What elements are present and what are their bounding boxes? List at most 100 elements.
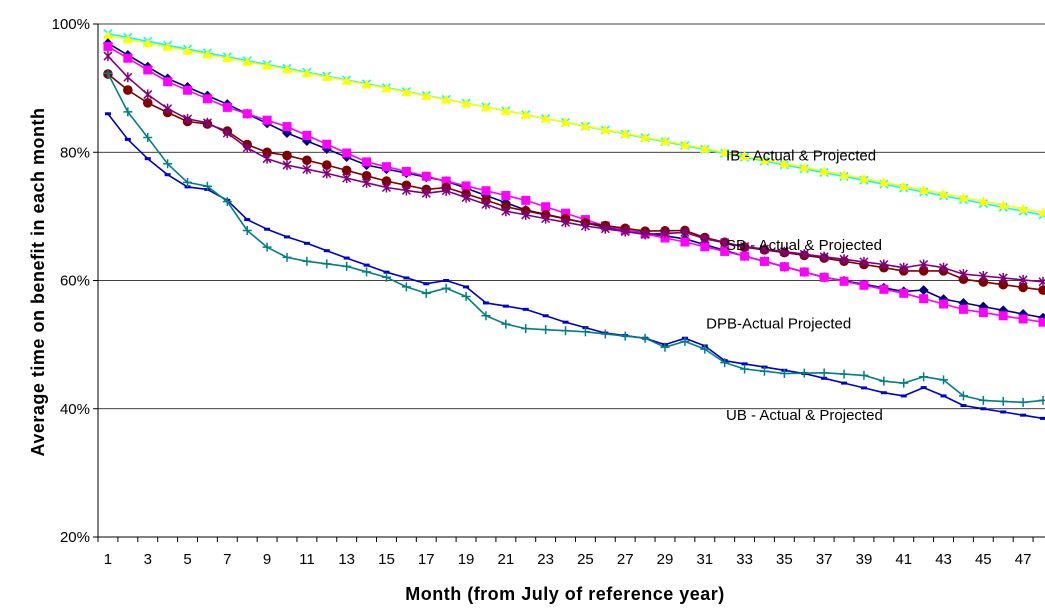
series-5-point-44	[958, 269, 968, 280]
series-7-point-41	[899, 378, 909, 388]
series-1-point-29	[660, 135, 671, 145]
series-6-point-43	[940, 394, 947, 398]
x-tick-label-16: 33	[736, 551, 753, 568]
series-7-point-4	[163, 159, 173, 169]
series-1-point-20	[480, 102, 491, 112]
series-4-point-46	[998, 279, 1009, 290]
series-7-point-22	[521, 324, 531, 334]
series-3-point-45	[978, 308, 988, 318]
series-6-point-46	[1000, 410, 1007, 414]
series-6-point-2	[124, 137, 131, 141]
series-layer	[102, 29, 1045, 420]
series-4-point-48	[1038, 285, 1045, 295]
series-6-point-11	[303, 241, 310, 245]
series-5-point-14	[362, 177, 372, 188]
series-7-point-36	[799, 368, 809, 378]
series-4-point-45	[978, 277, 989, 287]
series-3-point-10	[282, 122, 292, 132]
y-axis-title: Average time on benefit in each month	[28, 108, 48, 457]
series-7-point-34	[759, 366, 769, 376]
series-7-point-30	[680, 336, 690, 346]
x-tick-label-17: 35	[776, 551, 793, 568]
x-tick-label-5: 11	[299, 551, 315, 568]
series-3-point-30	[680, 237, 690, 247]
series-7-point-40	[879, 376, 889, 386]
series-7-point-10	[282, 252, 292, 262]
series-5-point-28	[640, 229, 650, 240]
series-5-point-12	[322, 168, 332, 179]
series-7-point-29	[660, 342, 670, 352]
series-1-point-7	[222, 53, 233, 63]
x-tick-label-19: 39	[856, 551, 873, 568]
series-7-point-11	[302, 256, 312, 266]
series-7-point-17	[421, 288, 431, 298]
series-5-point-5	[182, 113, 193, 124]
series-1-point-47	[1018, 203, 1029, 213]
series-1-point-26	[600, 124, 611, 134]
x-tick-label-12: 25	[577, 551, 594, 568]
series-1-point-44	[958, 192, 969, 202]
series-7-point-26	[600, 329, 610, 339]
x-tick-label-21: 43	[935, 551, 952, 568]
series-7-point-16	[401, 282, 411, 292]
series-1-point-10	[282, 64, 293, 74]
series-1-point-35	[779, 158, 790, 168]
series-7-point-24	[561, 326, 571, 336]
series-5-point-46	[998, 272, 1008, 283]
series-5-point-47	[1018, 274, 1028, 285]
series-6-point-20	[482, 301, 489, 305]
series-3-point-12	[322, 139, 332, 149]
series-1-point-32	[719, 147, 730, 157]
series-5-point-40	[879, 259, 889, 270]
annotation-3: UB - Actual & Projected	[726, 407, 883, 424]
series-7-point-3	[143, 133, 153, 143]
axes	[93, 23, 1045, 542]
series-5-point-33	[740, 241, 750, 252]
series-4-point-47	[1018, 282, 1028, 293]
series-1-point-2	[122, 34, 133, 44]
series-3-point-11	[302, 130, 312, 140]
series-6-point-23	[542, 314, 549, 318]
series-5-point-27	[620, 226, 630, 237]
y-tick-label-3: 80%	[60, 144, 90, 161]
series-1-point-16	[401, 87, 412, 97]
series-7-point-48	[1038, 395, 1045, 405]
series-6-point-33	[741, 362, 748, 366]
series-6-point-15	[383, 270, 390, 274]
x-tick-label-13: 27	[617, 551, 634, 568]
series-7-point-7	[222, 197, 232, 207]
series-5-point-38	[839, 254, 849, 265]
series-7-point-31	[700, 344, 710, 354]
x-tick-label-1: 3	[144, 551, 152, 568]
series-4-point-11	[302, 155, 312, 166]
series-1-point-5	[182, 45, 193, 55]
series-1-point-38	[839, 169, 850, 179]
series-3-point-33	[740, 251, 750, 261]
series-6-line	[107, 113, 1044, 420]
series-5-point-26	[600, 223, 610, 234]
series-5-point-24	[561, 217, 571, 228]
series-5-point-32	[720, 237, 730, 248]
series-4-line	[107, 73, 1044, 291]
series-1-point-15	[381, 83, 392, 93]
series-6-point-4	[164, 173, 171, 177]
series-6-point-37	[821, 376, 828, 380]
series-7-point-19	[461, 292, 471, 302]
x-tick-label-3: 7	[223, 551, 231, 568]
series-7-point-37	[819, 368, 829, 378]
series-5-point-17	[421, 188, 431, 199]
x-tick-label-23: 47	[1015, 551, 1032, 568]
series-7	[103, 68, 1045, 407]
annotation-2: DPB-Actual Projected	[706, 315, 851, 332]
series-1-point-48	[1038, 207, 1045, 217]
series-7-point-44	[958, 391, 968, 401]
series-4-point-13	[341, 165, 352, 176]
series-3-point-46	[998, 311, 1008, 321]
series-5-point-42	[919, 259, 929, 270]
series-7-point-14	[362, 267, 372, 277]
series-3-point-16	[401, 166, 411, 176]
series-1-point-31	[699, 143, 710, 153]
series-5-point-7	[222, 128, 232, 139]
series-1-point-43	[938, 188, 949, 198]
series-5-point-48	[1038, 276, 1045, 287]
